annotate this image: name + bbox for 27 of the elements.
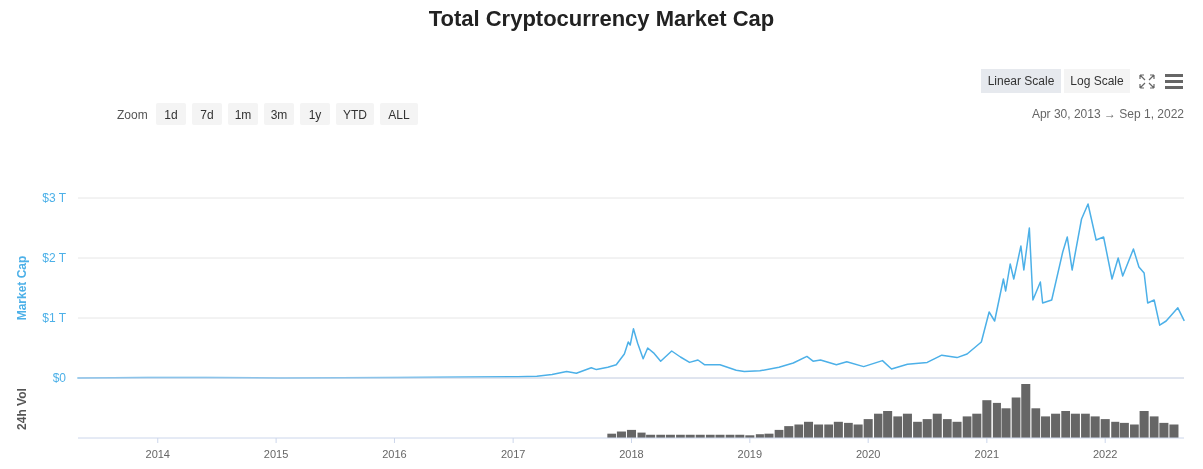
y-tick-label: $0 — [52, 371, 67, 386]
text: Apr 30, 2013 → Sep 1, 2022 — [1031, 107, 1185, 121]
y-tick-label: $3 T — [42, 191, 67, 206]
x-tick-label: 2015 — [263, 448, 289, 460]
x-tick-label: 2014 — [145, 448, 171, 460]
x-tick-label: 2022 — [1092, 448, 1118, 460]
text: ALL — [388, 108, 410, 122]
text: 1y — [308, 108, 322, 122]
x-tick-label: 2020 — [855, 448, 881, 460]
text: 7d — [200, 108, 214, 122]
text: 3m — [270, 108, 288, 122]
text: YTD — [343, 108, 368, 122]
y-tick-label: $2 T — [42, 251, 67, 266]
text: Linear Scale — [987, 74, 1055, 88]
x-tick-label: 2018 — [619, 448, 644, 460]
text: 1d — [164, 108, 178, 122]
y-axis-title: 24h Vol — [15, 388, 29, 430]
text: Zoom — [117, 108, 148, 122]
x-tick-label: 2016 — [382, 448, 407, 460]
y-axis-title: Market Cap — [15, 255, 29, 321]
x-tick-label: 2017 — [500, 448, 526, 460]
text: Log Scale — [1070, 74, 1125, 88]
chart-title: Total Cryptocurrency Market Cap — [428, 6, 775, 31]
x-tick-label: 2019 — [737, 448, 763, 460]
text: 1m — [234, 108, 252, 122]
x-tick-label: 2021 — [974, 448, 1000, 460]
y-tick-label: $1 T — [42, 311, 67, 326]
